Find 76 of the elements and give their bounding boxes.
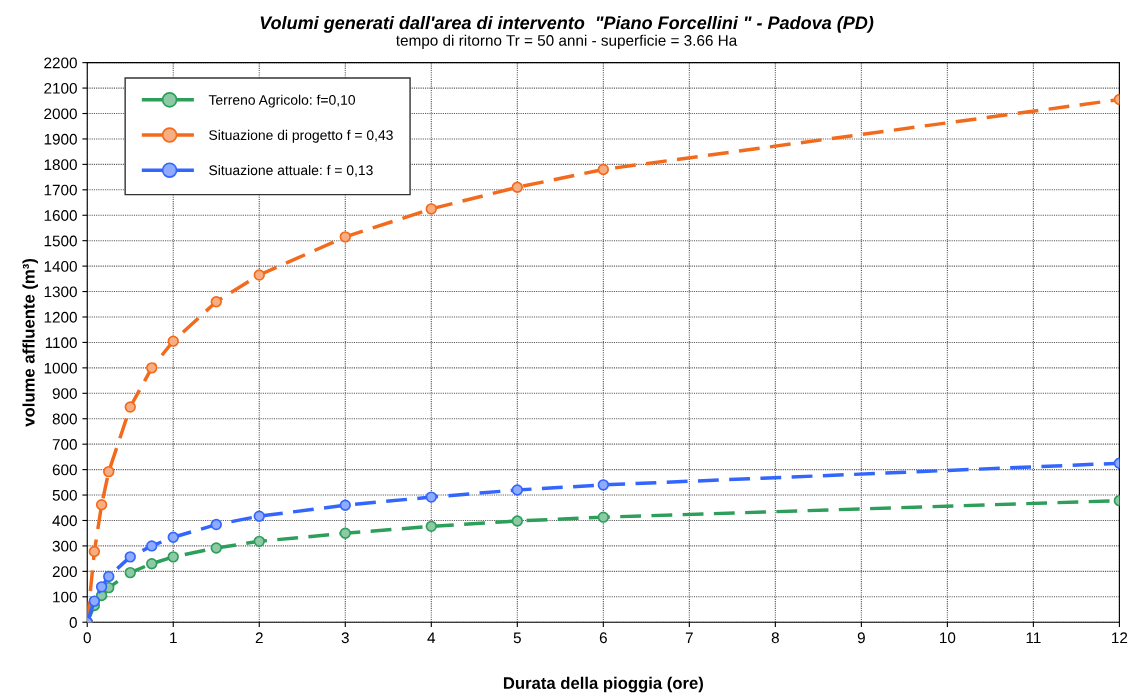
y-tick-label: 1000 — [44, 362, 77, 374]
point — [511, 181, 524, 193]
point — [597, 511, 610, 523]
point — [103, 465, 115, 478]
point — [146, 558, 158, 570]
y-tick-label: 600 — [52, 464, 77, 476]
y-tick-label: 2100 — [44, 82, 77, 94]
y-tick-label: 800 — [52, 413, 77, 425]
point — [210, 296, 222, 308]
x-axis-title: Durata della pioggia (ore) — [503, 676, 703, 693]
y-tick-label: 200 — [52, 566, 77, 578]
point — [253, 510, 265, 522]
x-tick-label: 5 — [513, 632, 521, 644]
x-tick-label: 2 — [255, 632, 263, 644]
x-tick-label: 6 — [599, 632, 607, 644]
x-tick-label: 0 — [83, 632, 91, 644]
x-tick-label: 4 — [427, 632, 436, 644]
x-tick-label: 10 — [940, 632, 956, 644]
point — [597, 163, 610, 176]
x-tick-label: 3 — [341, 632, 349, 644]
y-tick-label: 1200 — [44, 311, 77, 323]
point — [425, 203, 437, 215]
y-tick-label: 2200 — [44, 57, 77, 69]
y-tick-label: 1700 — [44, 184, 77, 196]
y-tick-label: 1900 — [44, 133, 77, 145]
legend-label: Terreno Agricolo: f=0,10 — [208, 94, 356, 108]
point — [146, 540, 158, 552]
y-tick-label: 1500 — [44, 235, 77, 247]
point — [511, 484, 524, 496]
point — [124, 551, 136, 563]
point — [339, 231, 351, 243]
point — [88, 545, 101, 558]
point — [95, 499, 108, 511]
point — [88, 595, 101, 607]
point — [425, 520, 437, 533]
point — [425, 491, 437, 503]
x-tick-label: 7 — [685, 632, 693, 644]
y-tick-label: 300 — [52, 540, 77, 552]
x-tick-label: 9 — [857, 632, 865, 644]
x-tick-label: 1 — [170, 632, 177, 644]
y-tick-label: 500 — [52, 489, 77, 501]
y-tick-label: 1600 — [44, 210, 77, 221]
point — [167, 335, 179, 347]
point — [511, 515, 524, 527]
point — [597, 479, 610, 491]
point — [339, 499, 351, 511]
x-tick-label: 8 — [771, 632, 779, 644]
chart-subtitle: tempo di ritorno Tr = 50 anni - superficie = 3.66 Ha — [396, 34, 738, 49]
point — [167, 531, 179, 543]
point — [103, 570, 115, 583]
x-tick-label: 11 — [1026, 632, 1041, 644]
legend-label: Situazione di progetto f = 0,43 — [209, 129, 393, 143]
y-tick-label: 1100 — [45, 337, 77, 349]
point — [146, 362, 158, 374]
y-tick-label: 400 — [52, 515, 77, 527]
point — [95, 581, 108, 593]
y-tick-label: 1800 — [44, 159, 77, 171]
y-tick-label: 0 — [69, 617, 77, 628]
y-tick-label: 1300 — [44, 286, 77, 298]
point — [339, 527, 351, 539]
y-tick-label: 1400 — [44, 260, 77, 272]
x-tick-label: 12 — [1112, 632, 1128, 644]
point — [124, 401, 136, 413]
point — [167, 551, 179, 563]
y-tick-label: 700 — [52, 439, 77, 450]
point — [124, 566, 136, 579]
y-tick-label: 2000 — [44, 108, 77, 120]
point — [253, 269, 265, 281]
legend-label: Situazione attuale: f = 0,13 — [209, 164, 373, 177]
point — [210, 518, 222, 531]
chart-title: Volumi generati dall'area di intervento "Piano Forcellini " - Padova (PD) — [260, 15, 874, 33]
point — [253, 535, 265, 548]
y-tick-label: 900 — [52, 388, 77, 399]
point — [210, 542, 222, 554]
y-axis-title: volume affluente (m³) — [22, 258, 38, 427]
y-tick-label: 100 — [53, 591, 77, 603]
